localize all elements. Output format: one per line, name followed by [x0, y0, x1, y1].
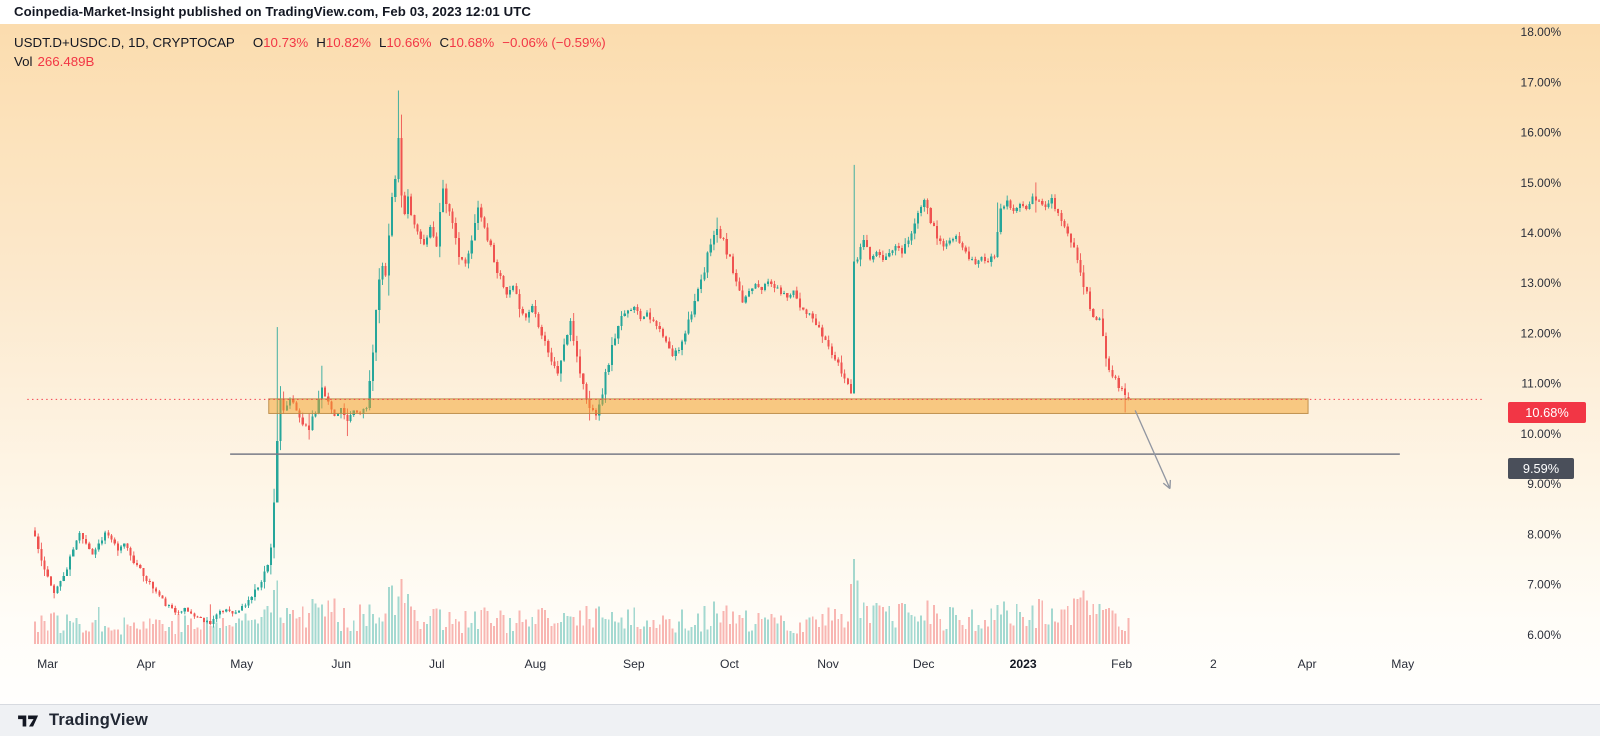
svg-text:2: 2	[1210, 657, 1217, 671]
svg-text:May: May	[230, 657, 254, 671]
price-chart-canvas[interactable]: 18.00% 17.00% 16.00% 15.00% 14.00% 13.00% 12.0…	[0, 24, 1600, 704]
svg-text:17.00%: 17.00%	[1521, 75, 1562, 89]
svg-text:8.00%: 8.00%	[1527, 527, 1561, 541]
svg-text:9.00%: 9.00%	[1527, 477, 1561, 491]
close-label: C	[439, 35, 450, 50]
svg-text:Jul: Jul	[429, 657, 445, 671]
open-label: O	[252, 35, 264, 50]
open-value: 10.73%	[263, 35, 309, 50]
high-value: 10.82%	[325, 35, 371, 50]
chart-area[interactable]: 18.00% 17.00% 16.00% 15.00% 14.00% 13.00% 12.0…	[0, 24, 1600, 704]
legend-line-ohlc: USDT.D+USDC.D, 1D, CRYPTOCAP O10.73% H10.8…	[14, 33, 606, 52]
svg-text:Sep: Sep	[623, 657, 645, 671]
low-label: L	[378, 35, 387, 50]
svg-text:Nov: Nov	[817, 657, 840, 671]
volume-value: 266.489B	[37, 54, 95, 69]
svg-text:13.00%: 13.00%	[1521, 276, 1562, 290]
low-value: 10.66%	[386, 35, 432, 50]
svg-text:Apr: Apr	[137, 657, 156, 671]
change-value: −0.06% (−0.59%)	[502, 35, 606, 50]
svg-text:Feb: Feb	[1111, 657, 1132, 671]
high-label: H	[316, 35, 326, 50]
attribution-text: Coinpedia-Market-Insight published on Tr…	[14, 4, 531, 19]
svg-text:6.00%: 6.00%	[1527, 628, 1561, 642]
svg-text:15.00%: 15.00%	[1521, 176, 1562, 190]
volume-label: Vol	[14, 54, 33, 69]
footer-bar: TradingView	[0, 704, 1600, 736]
svg-text:14.00%: 14.00%	[1521, 226, 1562, 240]
svg-text:16.00%: 16.00%	[1521, 126, 1562, 140]
symbol-title[interactable]: USDT.D+USDC.D, 1D, CRYPTOCAP	[14, 35, 235, 50]
svg-text:11.00%: 11.00%	[1521, 377, 1561, 391]
svg-text:18.00%: 18.00%	[1521, 25, 1562, 39]
svg-text:10.00%: 10.00%	[1521, 427, 1562, 441]
target-price-badge: 9.59%	[1508, 458, 1574, 479]
svg-text:Oct: Oct	[720, 657, 740, 671]
svg-text:Aug: Aug	[525, 657, 547, 671]
last-price-badge: 10.68%	[1508, 402, 1586, 423]
svg-text:Jun: Jun	[331, 657, 351, 671]
chart-legend: USDT.D+USDC.D, 1D, CRYPTOCAP O10.73% H10.8…	[14, 33, 606, 71]
attribution-bar: Coinpedia-Market-Insight published on Tr…	[0, 0, 1600, 24]
svg-text:2023: 2023	[1010, 657, 1037, 671]
svg-text:Dec: Dec	[913, 657, 935, 671]
svg-text:12.00%: 12.00%	[1521, 326, 1562, 340]
svg-text:7.00%: 7.00%	[1527, 578, 1561, 592]
legend-line-volume: Vol 266.489B	[14, 52, 606, 71]
svg-text:Apr: Apr	[1298, 657, 1317, 671]
tradingview-logo-icon[interactable]	[16, 711, 42, 731]
tradingview-brand-text[interactable]: TradingView	[49, 711, 149, 729]
svg-text:May: May	[1391, 657, 1415, 671]
close-value: 10.68%	[449, 35, 495, 50]
svg-text:Mar: Mar	[37, 657, 58, 671]
